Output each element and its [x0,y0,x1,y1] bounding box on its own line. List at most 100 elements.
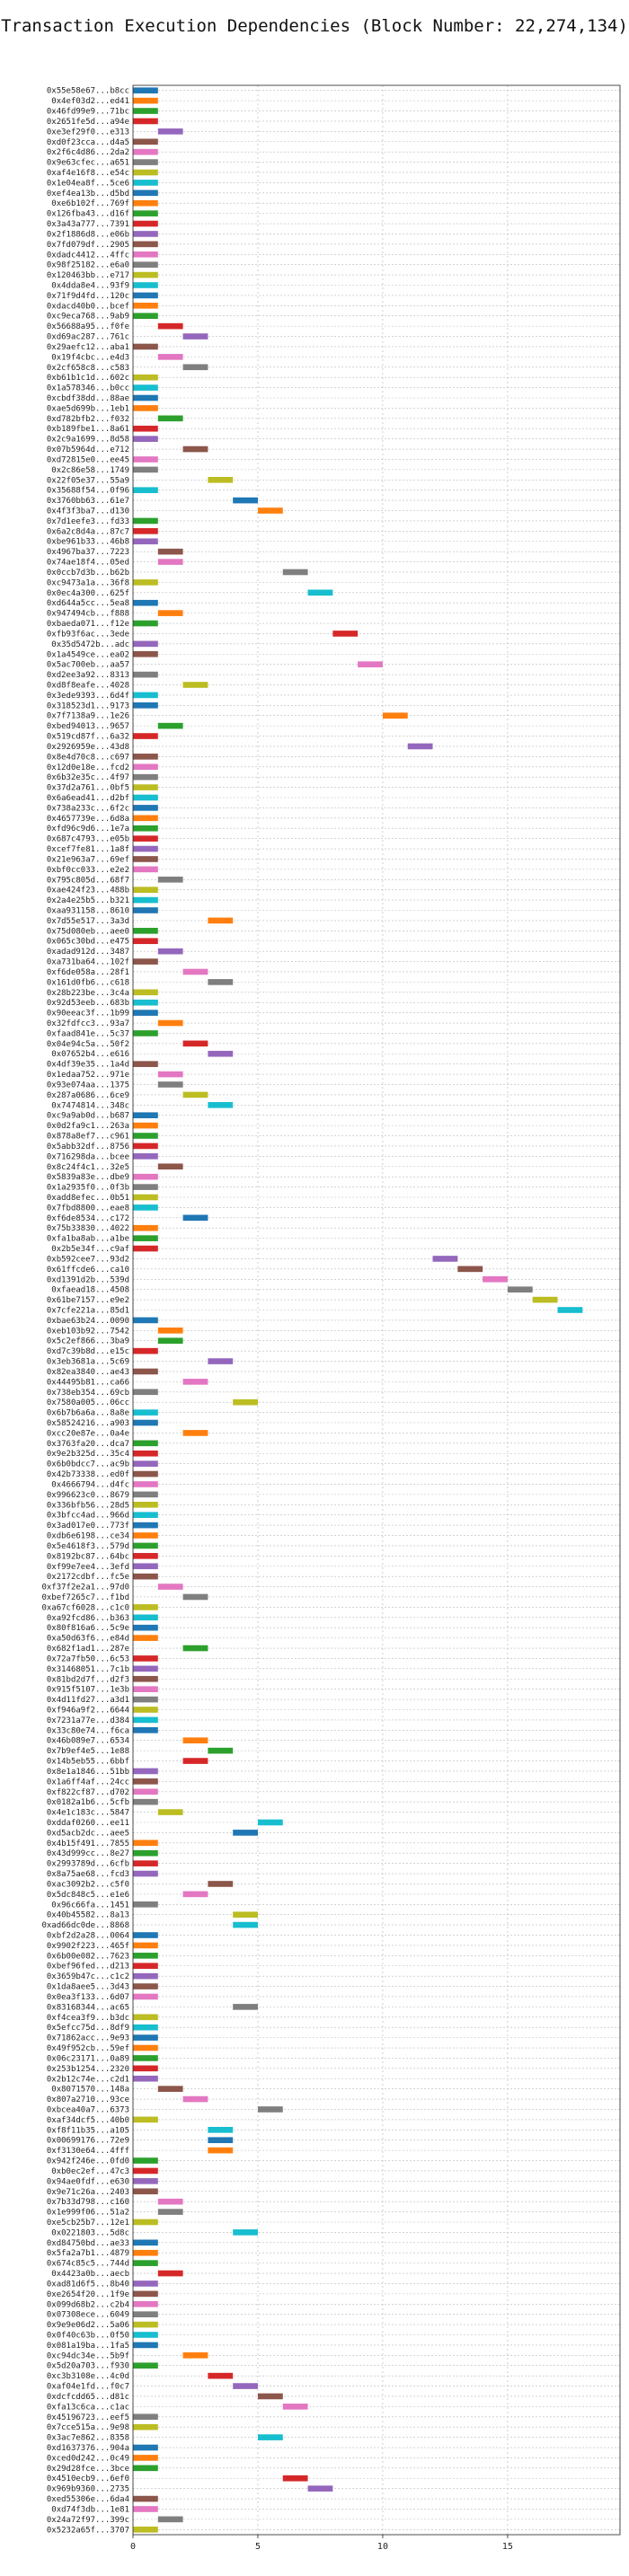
transaction-bar [133,1184,158,1190]
transaction-bar [233,497,258,504]
transaction-bar [157,2270,183,2277]
transaction-bar [182,2352,208,2359]
transaction-label: 0x4657739e...6d8a [47,815,129,824]
transaction-label: 0x35688f54...0f96 [47,487,129,496]
transaction-bar [133,2075,158,2082]
transaction-bar [208,917,234,924]
transaction-bar [133,1860,158,1866]
transaction-bar [208,979,234,985]
transaction-bar [133,436,158,442]
transaction-label: 0xf3130e64...4fff [47,2147,129,2156]
transaction-bar [133,2300,158,2307]
transaction-bar [133,1542,158,1549]
transaction-bar [133,2065,158,2072]
transaction-label: 0x7231a77e...d384 [47,1716,129,1725]
transaction-label: 0xaf04e1fd...f0c7 [47,2383,129,2392]
transaction-label: 0x80f816a6...5c9e [47,1624,129,1633]
transaction-bar [133,180,158,186]
transaction-bar [133,292,158,299]
transaction-bar [483,1275,508,1283]
transaction-label: 0xf8f11b35...a105 [47,2126,129,2135]
transaction-bar [182,1430,208,1436]
transaction-label: 0x3bfcc4ad...966d [47,1512,129,1521]
axes-frame [132,84,621,2538]
transaction-label: 0x4967ba37...7223 [47,548,129,557]
transaction-label: 0xac3092b2...c5f0 [47,1880,129,1889]
transaction-label: 0xb61b1c1d...602c [47,374,129,383]
transaction-label: 0xfd96c9d6...1e7a [47,825,129,834]
transaction-bar [133,825,158,832]
transaction-label: 0x94ae0fdf...e630 [47,2177,129,2186]
transaction-label: 0x83168344...ac65 [47,2003,129,2012]
transaction-bar [133,2178,158,2184]
transaction-bar [133,2249,158,2256]
transaction-bar [133,1419,158,1426]
transaction-bar [133,2167,158,2175]
transaction-label: 0x0d2fa9c1...263a [47,1122,129,1131]
transaction-label: 0xad81d6f5...8b40 [47,2280,129,2289]
transaction-bar [133,466,158,473]
transaction-bar [133,405,158,411]
transaction-label: 0x55e58e67...b8cc [47,87,129,96]
transaction-bar [133,887,158,893]
transaction-bar [133,2219,158,2226]
transaction-label: 0xe2654f20...1f9e [47,2290,129,2299]
transaction-bar [133,517,158,525]
transaction-label: 0xaf34dcf5...40b0 [47,2116,129,2125]
transaction-label: 0x2993789d...6cfb [47,1860,129,1869]
transaction-bar [133,538,158,545]
transaction-label: 0x6b00e082...7623 [47,1952,129,1961]
transaction-label: 0x2cf658c8...c583 [47,364,129,373]
transaction-bar [133,148,158,155]
transaction-bar [182,364,208,371]
transaction-label: 0x126fba43...d16f [47,210,129,219]
transaction-label: 0x2f6c4d86...2da2 [47,148,129,157]
transaction-bar [133,1716,158,1724]
transaction-label: 0x90eeac3f...1b99 [47,1010,129,1019]
transaction-bar [208,1050,234,1057]
transaction-label: 0x4510ecb9...6ef0 [47,2475,129,2483]
transaction-label: 0x2172cdbf...fc5e [47,1573,129,1582]
transaction-label: 0xfaad841e...5c37 [47,1029,129,1038]
transaction-label: 0x7cfe221a...85d1 [47,1307,129,1316]
transaction-bar [133,1010,158,1016]
transaction-bar [133,1614,158,1621]
transaction-label: 0x8c24f4c1...32e5 [47,1163,129,1172]
transaction-label: 0xc94dc34e...5b9f [47,2351,129,2360]
transaction-label: 0xf37f2e2a1...97d0 [41,1584,129,1592]
transaction-bar [133,1481,158,1487]
transaction-bar [157,1328,183,1334]
bars-layer [133,87,583,2533]
transaction-bar [233,1398,258,1406]
transaction-label: 0x3659b47c...c1c2 [47,1972,129,1981]
transaction-bar [133,1993,158,2000]
transaction-label: 0x2c86e58...1749 [51,466,129,475]
transaction-bar [133,303,158,309]
transaction-label: 0x081a19ba...1fa5 [47,2342,129,2351]
transaction-label: 0x8192bc87...64bc [47,1552,129,1561]
transaction-label: 0x40b45582...8a13 [47,1911,129,1920]
transaction-label: 0xbae63b24...0090 [47,1317,129,1326]
transaction-bar [157,610,183,616]
transaction-label: 0x42b73338...ed0f [47,1470,129,1479]
transaction-label: 0x3763fa20...dca7 [47,1440,129,1449]
transaction-label: 0x687c4793...e05b [47,835,129,844]
transaction-bar [133,1409,158,1416]
transaction-bar [133,1655,158,1662]
transaction-bar [133,1901,158,1908]
transaction-label: 0x9e63cfec...a651 [47,159,129,168]
transaction-label: 0x9e9e06d2...5a06 [47,2321,129,2330]
transaction-bar [133,1501,158,1508]
transaction-bar [133,2024,158,2031]
transaction-label: 0x4e1c183c...5847 [47,1809,129,1818]
transaction-bar [133,907,158,913]
transaction-bar [133,2034,158,2041]
transaction-bar [358,661,383,667]
transaction-label: 0xbaeda071...f12e [47,620,129,629]
transaction-label: 0x6b7b6a6a...8a8e [47,1409,129,1418]
transaction-bar [133,1573,158,1580]
transaction-label: 0xadad912d...3487 [47,948,129,957]
transaction-label: 0x065c30bd...e475 [47,938,129,947]
transaction-bar [233,1830,258,1836]
transaction-bar [133,138,158,146]
